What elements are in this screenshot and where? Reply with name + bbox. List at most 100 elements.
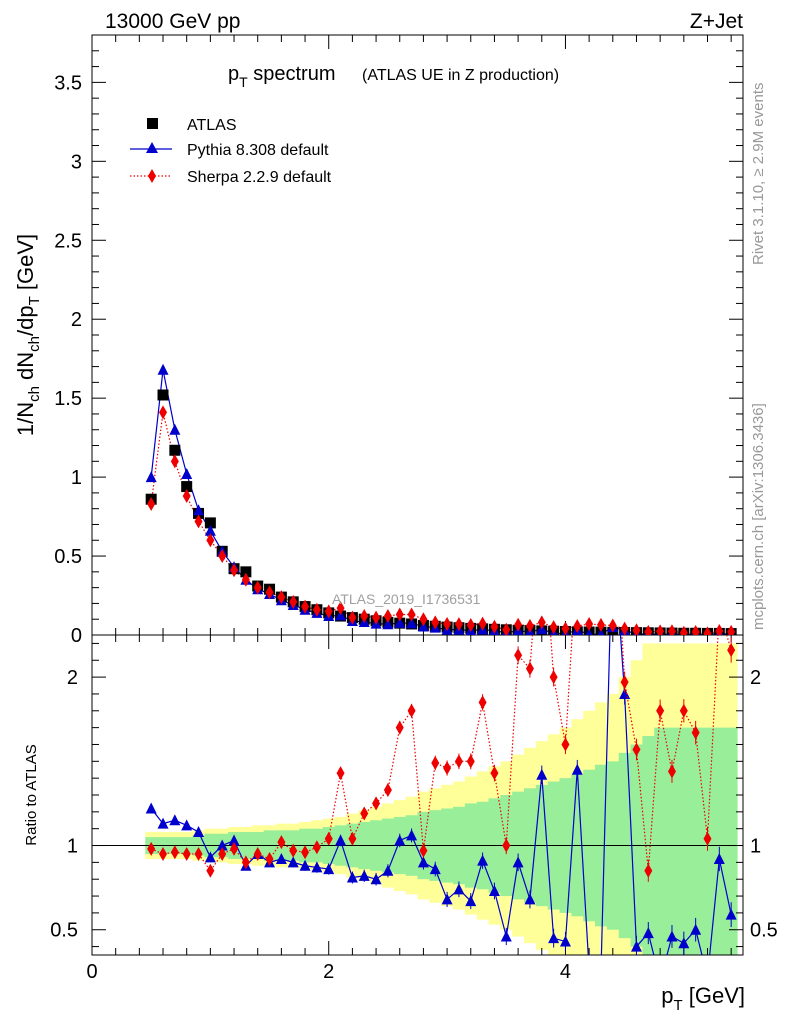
ratio-y-tick-label-left: 0.5 <box>50 920 78 942</box>
inner-band-bin <box>689 727 703 955</box>
x-tick-label: 0 <box>86 961 97 983</box>
sherpa-ratio-point <box>407 703 416 718</box>
sherpa-ratio-point <box>667 764 676 779</box>
pythia-ratio-point <box>370 873 382 885</box>
main-y-tick-label: 2 <box>71 309 82 331</box>
sherpa-ratio-point <box>656 703 665 718</box>
sherpa-point <box>253 580 262 595</box>
sherpa-ratio-point <box>289 843 298 858</box>
energy-label: 13000 GeV pp <box>105 10 240 33</box>
sherpa-point <box>585 616 594 631</box>
atlas-data-point <box>169 444 181 456</box>
main-y-tick-label: 3 <box>71 151 82 173</box>
sherpa-ratio-point <box>383 782 392 797</box>
ratio-y-tick-label-right: 1 <box>750 836 761 858</box>
sherpa-ratio-point <box>241 855 250 870</box>
rivet-annotation: Rivet 3.1.10, ≥ 2.9M events <box>750 83 767 266</box>
sherpa-point <box>241 572 250 587</box>
sherpa-ratio-point <box>372 796 381 811</box>
main-y-tick-label: 1 <box>71 467 82 489</box>
pythia-ratio-point <box>524 893 536 905</box>
sherpa-point <box>419 612 428 627</box>
legend-label-sherpa: Sherpa 2.2.9 default <box>187 169 332 186</box>
sherpa-ratio-point <box>466 754 475 769</box>
pythia-ratio-point <box>595 966 606 977</box>
sherpa-point <box>573 619 582 634</box>
pythia-point <box>145 471 157 483</box>
sherpa-point <box>218 549 227 564</box>
axes: 0 2 4 0 0.5 1 1.5 2 2.5 3 3.5 0.5 0.5 1 1 2 2 <box>50 34 778 983</box>
sherpa-ratio-point <box>147 841 156 856</box>
sherpa-ratio-point <box>170 845 179 860</box>
main-y-tick-label: 2.5 <box>54 230 82 252</box>
atlas-data-point <box>204 517 216 529</box>
inner-band-bin <box>725 727 738 955</box>
sherpa-point <box>348 610 357 625</box>
sherpa-point <box>277 590 286 605</box>
pythia-ratio-point <box>145 802 157 814</box>
sherpa-point <box>727 624 736 635</box>
pythia-ratio-point <box>630 940 642 952</box>
sherpa-ratio-point <box>478 695 487 710</box>
x-axis-label: pT [GeV] <box>661 983 745 1014</box>
pythia-ratio-point <box>702 971 713 982</box>
sherpa-point <box>454 617 463 632</box>
ratio-panel-series <box>145 635 737 982</box>
sherpa-point <box>372 610 381 625</box>
sherpa-ratio-point <box>727 643 736 658</box>
pythia-point <box>406 617 418 629</box>
sherpa-point <box>679 625 688 635</box>
main-y-axis-label: 1/Nch dNch/dpT [GeV] <box>13 234 43 436</box>
sherpa-ratio-point <box>679 703 688 718</box>
analysis-tag: ATLAS_2019_I1736531 <box>332 591 481 607</box>
sherpa-ratio-point <box>620 675 629 690</box>
legend: ATLAS Pythia 8.308 default Sherpa 2.2.9 … <box>130 117 332 186</box>
pythia-ratio-point <box>181 819 193 831</box>
pythia-ratio-point <box>713 853 725 864</box>
pythia-ratio-point <box>642 927 654 939</box>
sherpa-ratio-point <box>206 863 215 878</box>
inner-band-bin <box>654 727 667 955</box>
sherpa-ratio-point <box>454 754 463 769</box>
pythia-ratio-point <box>429 863 441 875</box>
sherpa-ratio-point <box>443 761 452 776</box>
x-axis-label-sub: T <box>673 997 682 1014</box>
sherpa-point <box>608 618 617 633</box>
sherpa-ratio-point <box>253 846 262 861</box>
sherpa-point <box>230 563 239 578</box>
pythia-ratio-point <box>477 854 489 866</box>
model-line-main <box>150 412 732 635</box>
main-y-tick-label: 3.5 <box>54 72 82 94</box>
inner-band-bin <box>666 727 679 955</box>
pythia-ratio-point <box>678 937 690 949</box>
pythia-ratio-point <box>465 895 477 907</box>
pythia-ratio-point <box>169 814 181 826</box>
sherpa-ratio-point <box>431 756 440 770</box>
pythia-ratio-point <box>453 883 465 895</box>
sherpa-point <box>170 454 179 469</box>
sherpa-ratio-point <box>348 831 357 846</box>
pythia-ratio-point <box>666 930 678 942</box>
pythia-ratio-point <box>690 923 702 935</box>
main-panel-series <box>145 363 737 635</box>
legend-label-pythia: Pythia 8.308 default <box>187 142 329 159</box>
legend-marker-atlas <box>147 118 158 129</box>
sherpa-point <box>431 615 440 630</box>
pythia-ratio-point <box>500 930 512 942</box>
pythia-ratio-point <box>488 885 500 896</box>
sherpa-ratio-point <box>632 742 641 757</box>
sherpa-point <box>312 602 321 617</box>
main-y-tick-label: 0.5 <box>54 546 82 568</box>
sherpa-ratio-point <box>230 841 239 856</box>
sherpa-point <box>443 616 452 631</box>
sherpa-point <box>360 609 369 624</box>
pythia-ratio-point <box>346 871 358 883</box>
pythia-ratio-point <box>512 856 524 868</box>
sherpa-point <box>301 599 310 614</box>
pythia-ratio-point <box>216 839 228 851</box>
pythia-ratio-point <box>275 853 287 864</box>
pythia-ratio-point <box>406 829 418 841</box>
sherpa-point <box>644 624 653 635</box>
x-axis-label-main: p <box>661 983 673 1008</box>
